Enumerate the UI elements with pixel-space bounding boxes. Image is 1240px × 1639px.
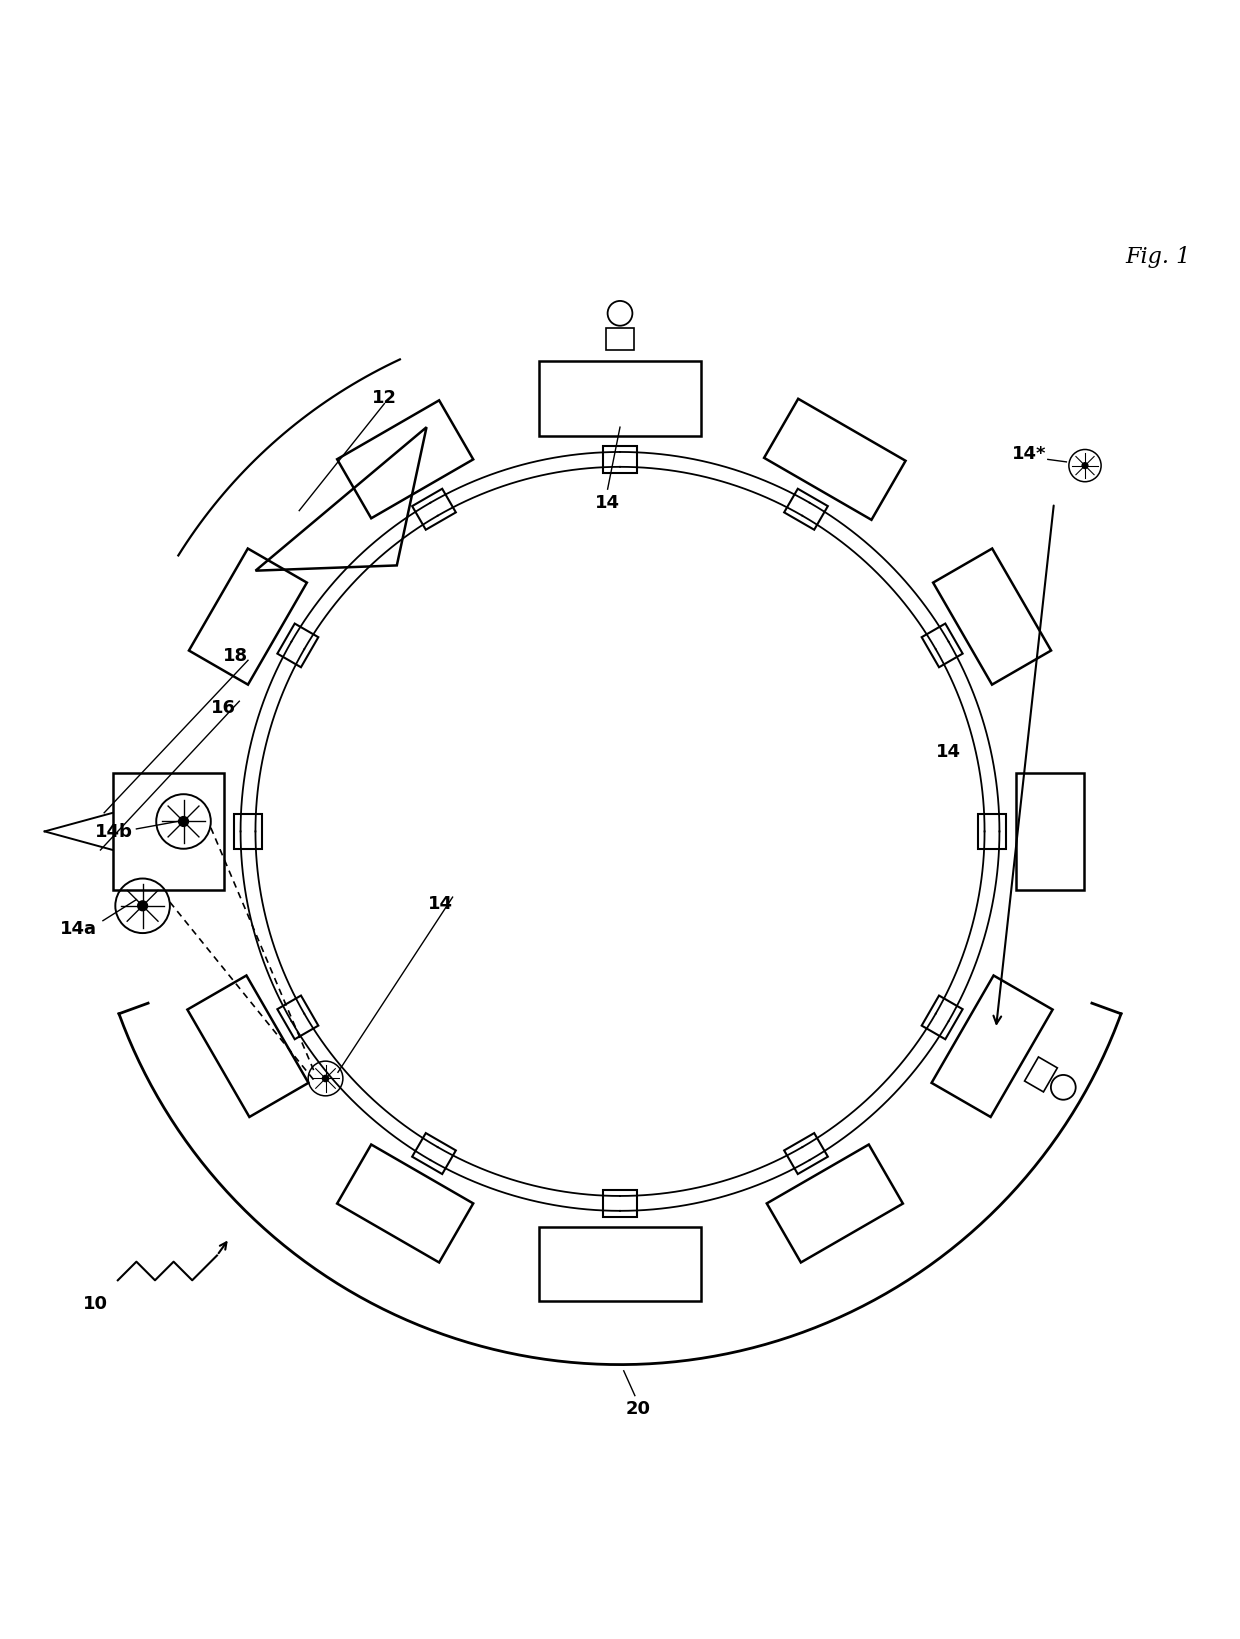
Bar	[921, 997, 962, 1039]
Circle shape	[322, 1075, 329, 1082]
Circle shape	[138, 901, 148, 911]
Text: Fig. 1: Fig. 1	[1125, 246, 1190, 267]
Bar	[784, 1134, 828, 1174]
Bar	[539, 1228, 701, 1301]
Text: 14b: 14b	[95, 823, 133, 841]
Bar	[931, 975, 1053, 1118]
Bar	[978, 815, 1006, 849]
Bar	[278, 624, 319, 667]
Bar	[337, 402, 474, 520]
Bar	[766, 1144, 903, 1262]
Bar	[188, 549, 306, 685]
Text: 10: 10	[83, 1293, 108, 1311]
Bar	[603, 1190, 637, 1218]
Bar	[1024, 1057, 1058, 1092]
Text: 20: 20	[626, 1400, 651, 1418]
Bar	[921, 624, 962, 667]
Bar	[539, 362, 701, 436]
Circle shape	[1083, 464, 1087, 469]
Bar	[412, 490, 456, 531]
Bar	[606, 329, 634, 351]
Text: 14*: 14*	[1012, 444, 1047, 462]
Bar	[412, 1134, 456, 1174]
Text: 14a: 14a	[60, 919, 97, 938]
Bar	[278, 997, 319, 1039]
Bar	[113, 774, 224, 890]
Text: 14: 14	[428, 895, 453, 913]
Text: 14: 14	[595, 493, 620, 511]
Bar	[187, 975, 309, 1118]
Text: 16: 16	[211, 698, 236, 716]
Text: 12: 12	[372, 388, 397, 406]
Bar	[934, 549, 1052, 685]
Text: 18: 18	[223, 647, 248, 665]
Bar	[234, 815, 262, 849]
Bar	[603, 446, 637, 474]
Text: 14: 14	[936, 742, 961, 760]
Bar	[784, 490, 828, 531]
Bar	[1016, 774, 1084, 890]
Bar	[337, 1144, 474, 1262]
Circle shape	[179, 818, 188, 828]
Bar	[764, 400, 905, 521]
